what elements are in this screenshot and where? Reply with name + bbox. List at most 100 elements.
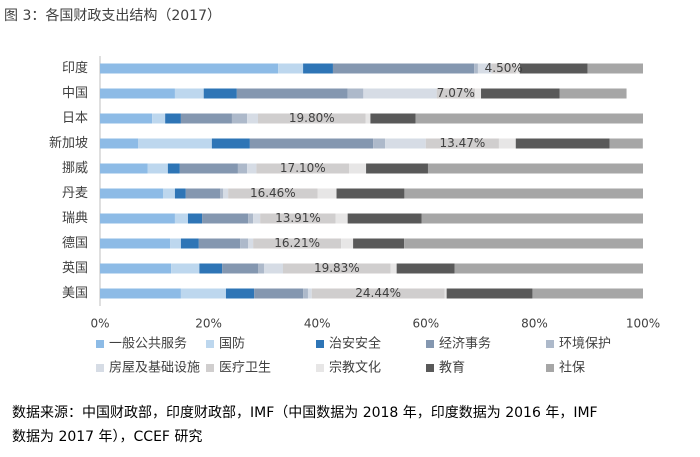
bar-segment <box>231 113 248 124</box>
legend-label: 治安安全 <box>329 336 381 352</box>
bar-segment <box>100 138 139 149</box>
data-label: 19.83% <box>314 261 360 275</box>
x-tick-label: 60% <box>412 317 439 331</box>
legend-label: 宗教文化 <box>329 360 381 376</box>
bar-segment <box>223 188 229 199</box>
bar-segment <box>303 63 333 74</box>
data-label: 13.47% <box>439 136 485 150</box>
bar-segment <box>180 113 232 124</box>
x-tick-label: 80% <box>521 317 548 331</box>
bar-segment <box>185 188 221 199</box>
bar-segment <box>162 188 175 199</box>
bar-segment <box>100 213 175 224</box>
bar-segment <box>335 213 348 224</box>
bar-segment <box>336 188 405 199</box>
y-tick-label: 印度 <box>62 60 88 76</box>
source-note: 数据为 2017 年），CCEF 研究 <box>12 429 202 445</box>
bar-segment <box>100 188 163 199</box>
bar-segment <box>498 138 516 149</box>
bar-segment <box>481 88 560 99</box>
y-tick-label: 挪威 <box>62 161 88 176</box>
bar-segment <box>353 238 405 249</box>
bar-segment <box>307 288 312 299</box>
source-note: 数据来源：中国财政部，印度财政部，IMF（中国数据为 2018 年，印度数据为 … <box>12 405 598 421</box>
bar-segment <box>427 163 643 174</box>
bar-segment <box>404 188 643 199</box>
bar-segment <box>385 138 426 149</box>
data-label: 13.91% <box>275 211 321 225</box>
bar-segment <box>363 88 437 99</box>
bar-segment <box>415 113 643 124</box>
bar-segment <box>100 238 171 249</box>
bar-segment <box>347 88 364 99</box>
bar-segment <box>477 63 492 74</box>
legend-swatch <box>426 340 434 348</box>
x-tick-label: 100% <box>626 317 660 331</box>
bar-segment <box>180 288 226 299</box>
bar-segment <box>237 163 248 174</box>
bar-segment <box>491 63 516 74</box>
legend-swatch <box>96 364 104 372</box>
bar-segment <box>421 213 643 224</box>
bar-segment <box>100 113 153 124</box>
bar-segment <box>180 238 199 249</box>
bar-segment <box>258 113 366 124</box>
bar-segment <box>317 188 337 199</box>
x-tick-label: 40% <box>304 317 331 331</box>
bar-segment <box>198 238 241 249</box>
data-label: 17.10% <box>280 161 326 175</box>
bar-segment <box>444 288 447 299</box>
y-tick-label: 瑞典 <box>62 211 88 226</box>
legend-label: 社保 <box>559 360 585 376</box>
bar-segment <box>236 88 348 99</box>
bar-segment <box>100 288 181 299</box>
bar-segment <box>247 163 257 174</box>
legend-swatch <box>96 340 104 348</box>
bar-segment <box>258 263 264 274</box>
bar-segment <box>167 163 180 174</box>
bar-segment <box>263 263 283 274</box>
bar-segment <box>404 238 643 249</box>
legend-swatch <box>546 340 554 348</box>
y-tick-label: 中国 <box>62 86 88 101</box>
bar-segment <box>515 138 610 149</box>
bar-segment <box>341 238 354 249</box>
bar-segment <box>256 163 350 174</box>
bar-segment <box>222 263 259 274</box>
bar-segment <box>100 263 172 274</box>
y-tick-label: 英国 <box>62 261 88 276</box>
bar-segment <box>532 288 643 299</box>
bar-segment <box>100 88 175 99</box>
legend-label: 教育 <box>439 360 465 376</box>
bar-segment <box>436 88 476 99</box>
bar-segment <box>179 163 238 174</box>
bar-segment <box>202 213 249 224</box>
bar-segment <box>260 213 336 224</box>
bar-segment <box>171 263 200 274</box>
bar-segment <box>100 63 279 74</box>
data-label: 7.07% <box>437 86 475 100</box>
bar-segment <box>515 63 520 74</box>
bar-segment <box>152 113 166 124</box>
bar-segment <box>311 288 445 299</box>
data-label: 4.50% <box>485 61 523 75</box>
legend-swatch <box>316 364 324 372</box>
chart-title: 图 3：各国财政支出结构（2017） <box>4 8 221 24</box>
bar-segment <box>240 238 249 249</box>
y-tick-label: 美国 <box>62 286 88 301</box>
bar-segment <box>174 188 186 199</box>
bar-segment <box>253 213 261 224</box>
y-tick-label: 日本 <box>62 111 88 126</box>
y-tick-label: 德国 <box>62 236 88 251</box>
legend-label: 医疗卫生 <box>219 361 271 376</box>
legend-swatch <box>426 364 434 372</box>
bar-segment <box>349 163 367 174</box>
bar-segment <box>474 63 478 74</box>
bar-segment <box>278 63 304 74</box>
legend-swatch <box>206 340 214 348</box>
bar-segment <box>187 213 203 224</box>
legend-label: 经济事务 <box>439 336 491 352</box>
bar-segment <box>228 188 318 199</box>
y-tick-label: 新加坡 <box>49 135 88 151</box>
